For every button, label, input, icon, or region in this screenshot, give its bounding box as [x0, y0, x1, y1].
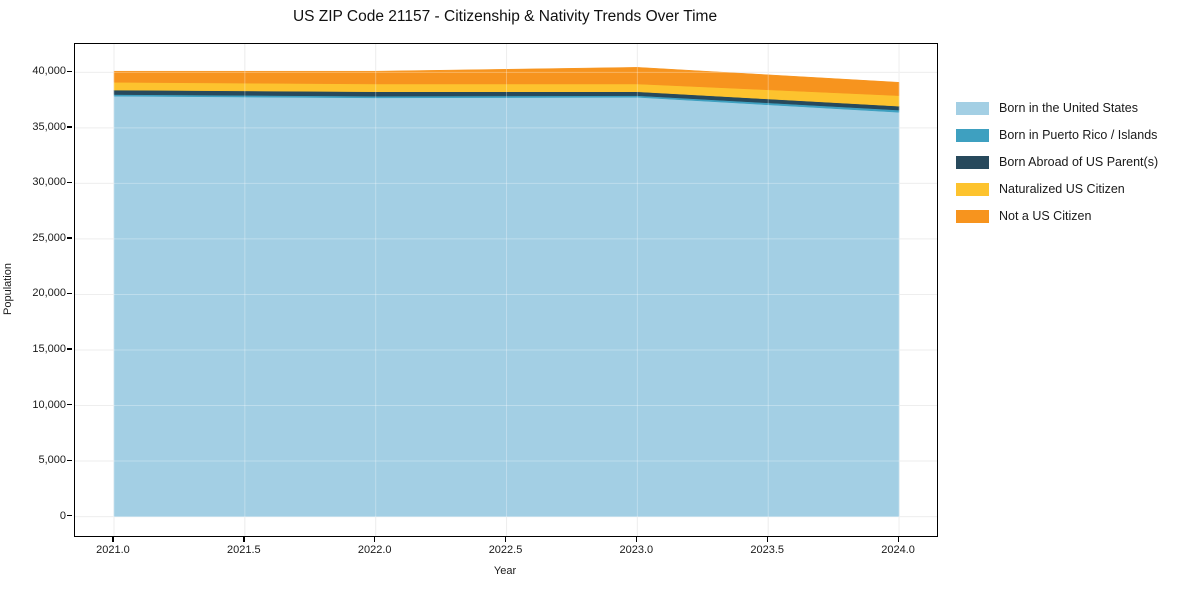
- plot-area: [74, 43, 938, 537]
- y-tick-label: 30,000: [32, 176, 66, 189]
- area-series-5: [113, 67, 900, 96]
- legend-swatch: [956, 209, 989, 223]
- y-tick-mark: [67, 292, 72, 295]
- y-tick-label: 25,000: [32, 231, 66, 244]
- y-tick-mark: [67, 459, 72, 461]
- legend-label: Not a US Citizen: [999, 209, 1092, 223]
- y-axis-label: Population: [2, 263, 14, 315]
- y-tick-label: 20,000: [32, 287, 66, 300]
- x-tick-label: 2022.5: [488, 544, 523, 556]
- x-tick-mark: [505, 537, 507, 542]
- x-tick-label: 2021.5: [227, 544, 261, 556]
- legend-swatch: [956, 182, 989, 196]
- chart-title: US ZIP Code 21157 - Citizenship & Nativi…: [292, 8, 718, 25]
- x-tick-label: 2022.0: [357, 544, 392, 556]
- legend-label: Born in Puerto Rico / Islands: [999, 128, 1158, 142]
- y-tick-label: 40,000: [32, 65, 66, 78]
- legend-item: Born in Puerto Rico / Islands: [956, 128, 1158, 142]
- legend-swatch: [956, 101, 989, 115]
- y-tick-label: 10,000: [32, 398, 66, 411]
- y-tick-mark: [67, 181, 72, 184]
- legend-label: Naturalized US Citizen: [999, 182, 1125, 196]
- x-tick-mark: [374, 537, 376, 542]
- legend-label: Born in the United States: [999, 101, 1138, 115]
- x-tick-label: 2021.0: [96, 544, 130, 556]
- legend-item: Born Abroad of US Parent(s): [956, 155, 1158, 169]
- y-tick-mark: [67, 348, 72, 350]
- stacked-area-chart: [75, 44, 937, 536]
- legend-swatch: [956, 155, 989, 169]
- legend-item: Naturalized US Citizen: [956, 182, 1158, 196]
- x-tick-mark: [635, 537, 638, 542]
- y-tick-label: 5,000: [38, 454, 66, 467]
- x-tick-mark: [897, 537, 899, 542]
- y-tick-label: 35,000: [32, 120, 66, 133]
- x-tick-mark: [112, 537, 114, 542]
- legend-item: Born in the United States: [956, 101, 1158, 115]
- y-tick-label: 0: [59, 509, 66, 522]
- y-tick-mark: [67, 515, 72, 517]
- y-tick-mark: [67, 237, 72, 239]
- x-tick-label: 2024.0: [881, 544, 915, 556]
- x-axis-label: Year: [493, 565, 517, 577]
- x-tick-mark: [766, 537, 768, 542]
- legend-label: Born Abroad of US Parent(s): [999, 155, 1159, 169]
- y-tick-mark: [67, 70, 72, 72]
- y-tick-mark: [67, 126, 72, 128]
- legend-item: Not a US Citizen: [956, 209, 1158, 223]
- x-tick-mark: [243, 537, 245, 542]
- y-tick-label: 15,000: [32, 342, 66, 355]
- y-tick-mark: [67, 404, 72, 406]
- legend: Born in the United States Born in Puerto …: [956, 101, 1158, 223]
- x-tick-label: 2023.5: [750, 544, 785, 556]
- legend-swatch: [956, 128, 989, 142]
- x-tick-label: 2023.0: [619, 544, 654, 556]
